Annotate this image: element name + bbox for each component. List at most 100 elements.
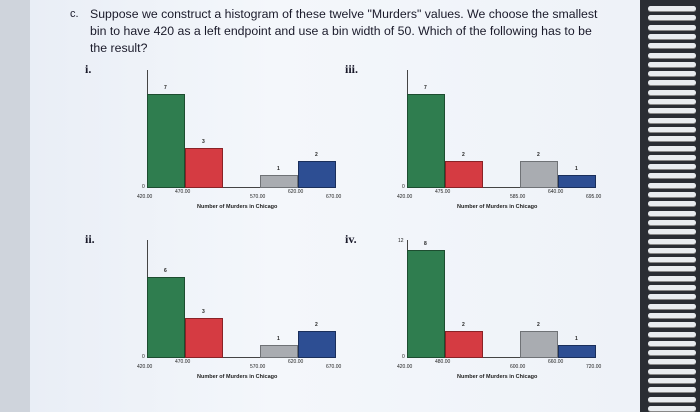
x-axis bbox=[407, 187, 587, 188]
x-tick-label: 570.00 bbox=[250, 364, 266, 370]
question-letter: c. bbox=[70, 8, 79, 20]
bar-count-label: 7 bbox=[164, 84, 167, 91]
x-tick-label: 640.00 bbox=[548, 189, 564, 195]
x-axis-title: Number of Murders in Chicago bbox=[197, 204, 278, 210]
x-tick-label: 420.00 bbox=[137, 364, 153, 370]
bar-count-label: 3 bbox=[202, 138, 205, 145]
spiral-ring bbox=[648, 340, 696, 346]
spiral-ring bbox=[648, 126, 696, 132]
spiral-binding bbox=[640, 0, 700, 412]
bar-count-label: 1 bbox=[575, 165, 578, 172]
spiral-ring bbox=[648, 145, 696, 151]
spiral-ring bbox=[648, 247, 696, 253]
bar-count-label: 3 bbox=[202, 308, 205, 315]
bar-count-label: 8 bbox=[424, 241, 427, 247]
question-text: Suppose we construct a histogram of thes… bbox=[90, 7, 598, 55]
x-tick-label: 470.00 bbox=[175, 359, 191, 365]
bar-count-label: 2 bbox=[315, 322, 318, 328]
spiral-ring bbox=[648, 285, 696, 290]
spiral-ring bbox=[648, 71, 696, 77]
bar-count-label: 7 bbox=[424, 84, 427, 91]
spiral-ring bbox=[648, 89, 696, 95]
spiral-ring bbox=[648, 108, 696, 114]
x-tick-label: 420.00 bbox=[397, 364, 413, 370]
spiral-ring bbox=[648, 52, 696, 58]
x-tick-label: 660.00 bbox=[548, 359, 564, 365]
histogram-bar bbox=[298, 161, 336, 188]
bar-count-label: 2 bbox=[315, 152, 318, 158]
histogram-panel-iii: iii. 7 2 2 1 420.00 475.00 585.00 640.00 695.00 0… bbox=[345, 60, 601, 210]
spiral-ring bbox=[648, 219, 696, 225]
x-tick-label: 570.00 bbox=[250, 194, 266, 200]
bar-count-label: 1 bbox=[575, 335, 578, 342]
histogram-bar bbox=[407, 93, 445, 188]
histogram-plot: 6 3 1 2 420.00 470.00 570.00 620.00 670.00 0 Numbe… bbox=[137, 240, 341, 380]
histogram-bar bbox=[558, 174, 596, 188]
y-zero-label: 0 bbox=[142, 184, 145, 190]
histogram-bar bbox=[185, 317, 223, 358]
y-zero-label: 0 bbox=[402, 184, 405, 190]
x-tick-label: 470.00 bbox=[175, 189, 191, 195]
histogram-bar bbox=[260, 344, 298, 358]
histogram-bar bbox=[520, 331, 558, 358]
x-tick-label: 670.00 bbox=[326, 194, 342, 200]
spiral-ring bbox=[648, 164, 696, 170]
spiral-ring bbox=[648, 80, 696, 86]
y-zero-label: 0 bbox=[142, 354, 145, 360]
spiral-ring bbox=[648, 117, 696, 123]
spiral-ring bbox=[648, 6, 696, 11]
histogram-bar bbox=[558, 344, 596, 358]
spiral-ring bbox=[648, 173, 696, 179]
spiral-ring bbox=[648, 136, 696, 142]
x-tick-label: 670.00 bbox=[326, 364, 342, 370]
bar-count-label: 1 bbox=[277, 335, 280, 342]
spiral-ring bbox=[648, 229, 696, 235]
y-max-label: 12 bbox=[398, 238, 404, 244]
bar-count-label: 2 bbox=[462, 322, 465, 328]
spiral-ring bbox=[648, 154, 696, 160]
x-axis-title: Number of Murders in Chicago bbox=[457, 374, 538, 380]
x-tick-label: 600.00 bbox=[510, 364, 526, 370]
histogram-panel-i: i. 7 3 1 2 420.00 470.00 570.00 620.00 670.00 0 Nu… bbox=[85, 60, 341, 210]
spiral-ring bbox=[648, 359, 696, 365]
bar-count-label: 2 bbox=[462, 152, 465, 158]
x-axis bbox=[147, 187, 327, 188]
panel-label: iv. bbox=[345, 232, 357, 246]
x-tick-label: 480.00 bbox=[435, 359, 451, 365]
x-tick-label: 475.00 bbox=[435, 189, 451, 195]
histogram-bar bbox=[147, 277, 185, 358]
spiral-ring bbox=[648, 294, 696, 300]
y-zero-label: 0 bbox=[402, 354, 405, 360]
bar-count-label: 1 bbox=[277, 165, 280, 172]
spiral-ring bbox=[648, 350, 696, 356]
histogram-plot: 7 2 2 1 420.00 475.00 585.00 640.00 695.00 0 Numbe… bbox=[397, 70, 601, 210]
x-axis-title: Number of Murders in Chicago bbox=[197, 374, 278, 380]
spiral-ring bbox=[648, 99, 696, 104]
x-tick-label: 695.00 bbox=[586, 194, 602, 200]
histogram-bar bbox=[445, 161, 483, 188]
bar-count-label: 6 bbox=[164, 268, 167, 274]
spiral-ring bbox=[648, 182, 696, 188]
x-axis bbox=[407, 357, 587, 358]
histogram-bar bbox=[298, 331, 336, 358]
spiral-ring bbox=[648, 405, 696, 411]
histogram-bar bbox=[147, 93, 185, 188]
x-tick-label: 620.00 bbox=[288, 189, 304, 195]
spiral-ring bbox=[648, 266, 696, 272]
histogram-panel-iv: iv. 8 2 2 1 420.00 480.00 600.00 660.00 720.00 0 1… bbox=[345, 230, 601, 380]
x-tick-label: 720.00 bbox=[586, 364, 602, 370]
histogram-bar bbox=[445, 331, 483, 358]
bar-count-label: 2 bbox=[537, 322, 540, 328]
spiral-ring bbox=[648, 33, 696, 39]
spiral-ring bbox=[648, 238, 696, 244]
x-axis bbox=[147, 357, 327, 358]
spiral-ring bbox=[648, 24, 696, 30]
histogram-panel-ii: ii. 6 3 1 2 420.00 470.00 570.00 620.00 670.00 0 N… bbox=[85, 230, 341, 380]
spiral-ring bbox=[648, 61, 696, 67]
x-tick-label: 420.00 bbox=[397, 194, 413, 200]
panel-label: i. bbox=[85, 62, 92, 76]
x-axis-title: Number of Murders in Chicago bbox=[457, 204, 538, 210]
histogram-bar bbox=[407, 250, 445, 358]
spiral-ring bbox=[648, 15, 696, 21]
histogram-bar bbox=[260, 174, 298, 188]
